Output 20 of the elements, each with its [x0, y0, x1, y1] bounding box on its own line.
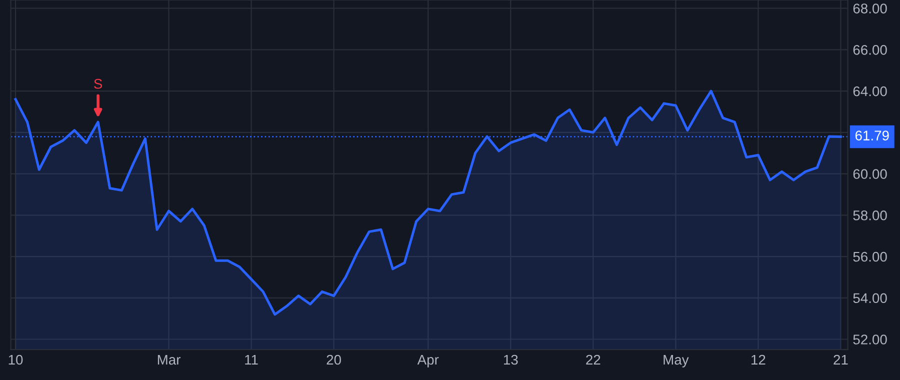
y-tick-label: 60.00	[853, 169, 887, 179]
y-tick-label: 52.00	[853, 334, 887, 344]
x-tick-label: 12	[752, 354, 766, 365]
y-tick-label: 58.00	[853, 210, 887, 220]
y-tick-label: 54.00	[853, 293, 887, 304]
x-tick-label: Mar	[158, 354, 180, 365]
x-tick-label: 13	[504, 354, 518, 365]
y-tick-label: 64.00	[853, 86, 887, 96]
x-tick-label: 21	[834, 354, 848, 365]
annotation: S	[94, 78, 102, 89]
y-tick-label: 66.00	[853, 44, 887, 55]
x-tick-label: 11	[245, 354, 258, 365]
x-tick-label: May	[664, 354, 689, 368]
x-tick-label: 20	[326, 354, 341, 365]
ref-line-label: 61.79	[855, 130, 889, 140]
x-tick-label: Apr	[417, 354, 439, 368]
x-tick-label: 22	[586, 354, 600, 365]
x-tick-label: 10	[8, 354, 23, 365]
y-tick-label: 68.00	[853, 4, 887, 14]
y-tick-label: 56.00	[853, 252, 887, 262]
